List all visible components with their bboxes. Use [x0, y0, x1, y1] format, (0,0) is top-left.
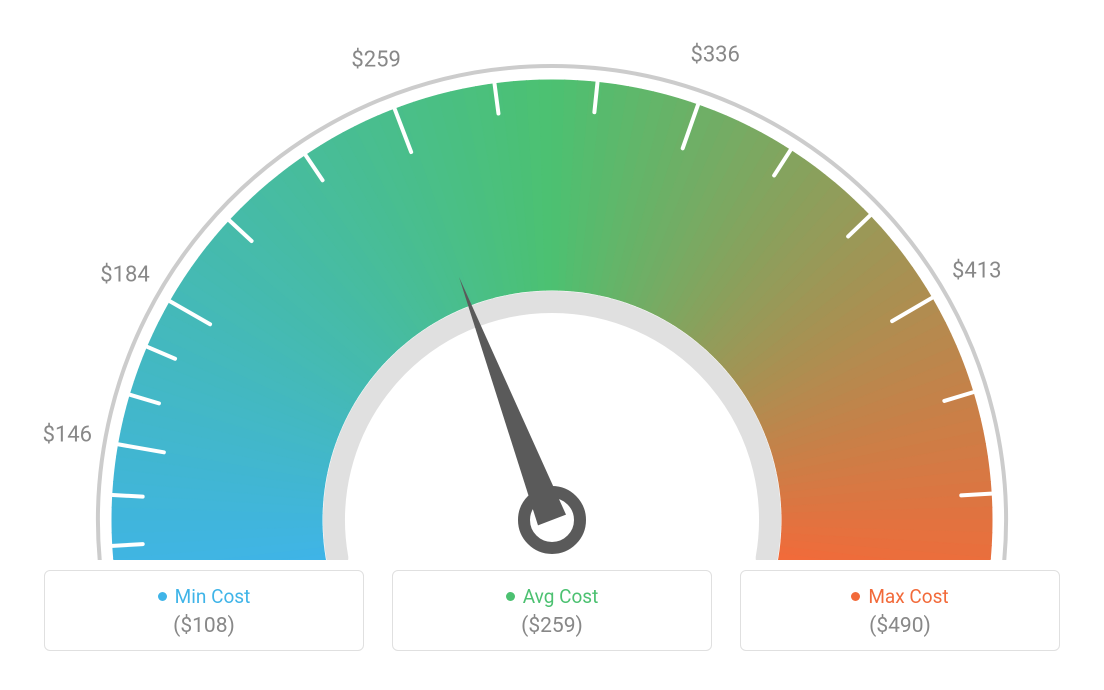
min-cost-card: Min Cost ($108): [44, 570, 364, 651]
avg-cost-value: ($259): [393, 614, 711, 638]
summary-cards: Min Cost ($108) Avg Cost ($259) Max Cost…: [0, 570, 1104, 651]
gauge-svg: $108$146$184$259$336$413$490: [0, 0, 1104, 560]
min-dot-icon: [158, 592, 167, 601]
min-cost-value: ($108): [45, 614, 363, 638]
avg-cost-label-text: Avg Cost: [523, 585, 599, 608]
max-dot-icon: [851, 592, 860, 601]
max-cost-label: Max Cost: [851, 585, 948, 608]
max-cost-card: Max Cost ($490): [740, 570, 1060, 651]
gauge-tick-label: $259: [351, 47, 400, 72]
avg-cost-card: Avg Cost ($259): [392, 570, 712, 651]
gauge-tick-label: $413: [952, 258, 1001, 283]
gauge-tick-label: $146: [43, 422, 92, 447]
max-cost-value: ($490): [741, 614, 1059, 638]
avg-cost-label: Avg Cost: [506, 585, 599, 608]
gauge-chart: $108$146$184$259$336$413$490: [0, 0, 1104, 560]
min-cost-label-text: Min Cost: [175, 585, 251, 608]
max-cost-label-text: Max Cost: [868, 585, 948, 608]
gauge-tick-label: $184: [100, 262, 149, 287]
avg-dot-icon: [506, 592, 515, 601]
gauge-tick-label: $336: [690, 43, 739, 68]
min-cost-label: Min Cost: [158, 585, 251, 608]
